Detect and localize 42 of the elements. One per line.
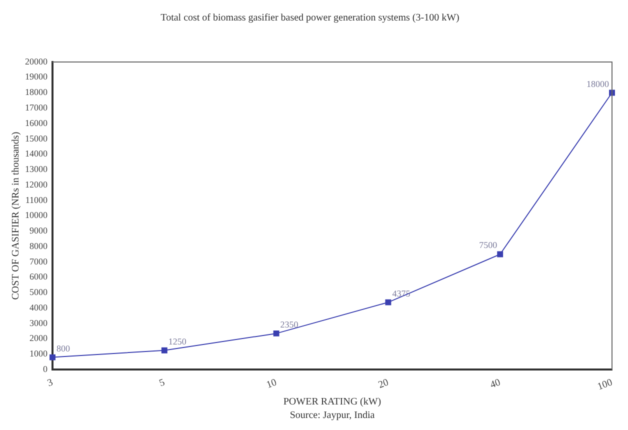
x-tick-label: 5 <box>158 377 166 390</box>
y-tick-label: 16000 <box>25 118 48 128</box>
y-tick-label: 6000 <box>30 272 48 282</box>
data-label: 7500 <box>479 240 498 250</box>
data-label: 1250 <box>168 336 187 346</box>
y-tick-label: 7000 <box>30 256 48 266</box>
point <box>161 347 168 354</box>
y-tick-label: 5000 <box>30 287 48 298</box>
y-tick-label: 3000 <box>30 318 48 328</box>
x-tick-label: 3 <box>46 377 54 390</box>
y-tick-label: 12000 <box>25 179 48 190</box>
y-tick-label: 9000 <box>30 226 48 236</box>
point <box>497 251 504 258</box>
y-tick-label: 1000 <box>30 348 48 359</box>
y-tick-label: 18000 <box>25 87 48 98</box>
point <box>50 354 56 360</box>
y-tick-label: 15000 <box>25 133 48 144</box>
y-tick-label: 17000 <box>25 102 48 112</box>
x-tick-label: 20 <box>376 377 390 391</box>
point <box>385 299 392 306</box>
y-tick-label: 13000 <box>25 164 48 174</box>
y-axis-title: COST OF GASIFIER (NRs in thousands) <box>10 132 22 300</box>
y-tick-label: 19000 <box>25 72 48 82</box>
y-tick-label: 10000 <box>25 210 48 220</box>
point <box>273 330 280 336</box>
y-tick-label: 14000 <box>25 148 48 159</box>
data-label: 800 <box>56 343 70 354</box>
y-tick-label: 8000 <box>30 240 48 251</box>
x-axis-title: POWER RATING (kW) <box>283 396 382 408</box>
data-label: 18000 <box>586 78 610 89</box>
data-label: 4375 <box>392 288 411 298</box>
y-tick-label: 2000 <box>30 333 48 344</box>
data-label: 2350 <box>280 319 299 330</box>
chart-title: Total cost of biomass gasifier based power generation systems (3-100 kW) <box>160 12 460 24</box>
x-tick-label: 10 <box>265 377 278 391</box>
y-tick-label: 11000 <box>25 194 48 205</box>
y-tick-label: 4000 <box>30 302 48 312</box>
x-tick-label: 40 <box>488 377 502 391</box>
x-tick-label: 100 <box>596 377 614 393</box>
y-tick-label: 0 <box>43 364 48 374</box>
source-note: Source: Jaypur, India <box>290 410 376 421</box>
y-tick-label: 20000 <box>25 56 48 66</box>
